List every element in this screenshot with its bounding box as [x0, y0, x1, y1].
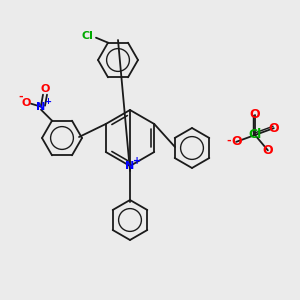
Text: N: N — [36, 102, 46, 112]
Text: -: - — [19, 92, 23, 102]
Text: N: N — [125, 161, 135, 171]
Text: +: + — [44, 97, 52, 106]
Text: O: O — [268, 122, 279, 135]
Text: Cl: Cl — [248, 128, 262, 142]
Text: O: O — [250, 109, 260, 122]
Text: O: O — [262, 144, 273, 157]
Text: Cl: Cl — [81, 31, 93, 41]
Text: O: O — [40, 84, 50, 94]
Text: -: - — [226, 136, 231, 146]
Text: O: O — [231, 135, 242, 148]
Text: O: O — [21, 98, 31, 108]
Text: +: + — [133, 156, 141, 166]
